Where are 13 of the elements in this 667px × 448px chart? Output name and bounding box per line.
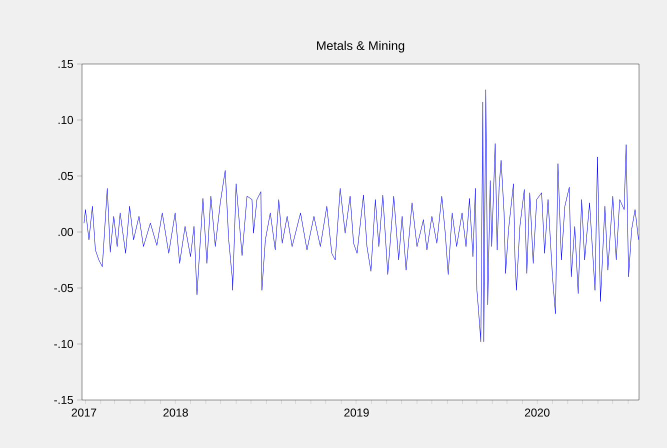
- y-tick-label: .00: [58, 228, 74, 236]
- y-tick-label: .05: [58, 172, 74, 180]
- x-tick-label: 2018: [163, 408, 188, 417]
- y-tick-label: .10: [58, 116, 74, 124]
- y-tick-label: -.10: [54, 340, 74, 348]
- x-tick-label: 2019: [344, 408, 369, 417]
- y-tick-label: -.05: [54, 284, 74, 292]
- x-tick-label: 2020: [524, 408, 550, 417]
- y-tick-label: -.15: [54, 396, 74, 404]
- chart-title: Metals & Mining: [317, 40, 404, 52]
- line-series: [84, 90, 639, 342]
- y-tick-label: .15: [58, 60, 74, 68]
- x-tick-label: 2017: [72, 408, 96, 417]
